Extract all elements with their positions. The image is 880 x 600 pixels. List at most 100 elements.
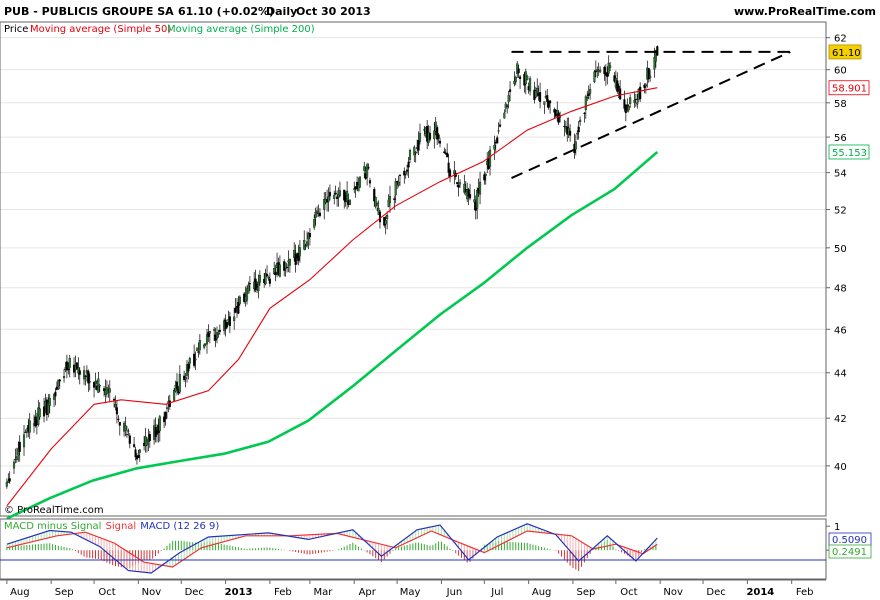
last-price-label: 61.10 — [832, 48, 861, 59]
macd-tick-label: 1 — [834, 522, 840, 533]
candle-body — [458, 182, 462, 185]
candle-body — [428, 132, 432, 140]
candle-body — [327, 196, 330, 202]
candle-body — [368, 180, 372, 184]
candle-body — [467, 189, 470, 197]
candle-body — [234, 307, 237, 313]
macd-legend-signal: Signal — [105, 521, 136, 532]
price-axis: 40 42 44 46 48 50 52 54 56 58 60 62 — [826, 34, 847, 473]
candle-body — [125, 434, 128, 436]
candle-body — [649, 75, 652, 78]
candle-body — [88, 381, 91, 383]
x-tick-label: Sep — [55, 587, 74, 598]
x-tick-label: Oct — [620, 587, 637, 598]
x-tick-label: Aug — [10, 587, 30, 598]
candle-body — [316, 210, 319, 213]
macd-legend: MACD minus Signal Signal MACD (12 26 9) — [4, 521, 219, 532]
candle-body — [577, 126, 580, 133]
candle-body — [433, 130, 436, 140]
candle-body — [434, 121, 437, 132]
candle-body — [338, 190, 341, 196]
candle-body — [394, 181, 397, 196]
candle-body — [629, 97, 632, 104]
candle-body — [103, 388, 106, 392]
candle-body — [647, 68, 650, 80]
candle-body — [346, 190, 349, 203]
candle-body — [609, 65, 612, 68]
x-tick-label: Jun — [446, 587, 463, 598]
candle-body — [619, 88, 622, 100]
candle-body — [473, 199, 476, 203]
x-tick-label: Dec — [185, 587, 204, 598]
candle-body — [208, 330, 211, 334]
candle-body — [513, 80, 516, 84]
candle-body — [656, 46, 659, 56]
candle-body — [304, 245, 307, 247]
x-tick-label: Nov — [142, 587, 162, 598]
candle-body — [268, 278, 271, 284]
price-tick-label: 42 — [834, 414, 847, 425]
price-tick-label: 44 — [834, 369, 847, 380]
candle-body — [114, 403, 117, 408]
macd-legend-hist: MACD minus Signal — [4, 521, 101, 532]
candle-body — [93, 381, 96, 388]
candle-body — [184, 377, 187, 380]
candle-body — [393, 198, 396, 200]
candle-body — [506, 105, 509, 107]
price-tick-label: 58 — [834, 99, 847, 110]
candle-body — [225, 322, 229, 328]
candle-body — [258, 275, 261, 283]
candle-body — [386, 214, 389, 220]
candle-body — [478, 181, 482, 195]
candle-body — [298, 247, 301, 257]
candle-body — [323, 199, 326, 210]
candle-body — [137, 455, 140, 459]
candle-body — [476, 190, 479, 209]
candle-body — [496, 137, 499, 144]
candle-body — [286, 266, 289, 268]
candle-body — [57, 379, 60, 387]
site-link[interactable]: www.ProRealTime.com — [734, 5, 876, 18]
candle-body — [118, 421, 121, 426]
candle-body — [134, 449, 137, 458]
candle-body — [5, 482, 8, 487]
candle-body — [284, 262, 287, 269]
candle-body — [187, 363, 190, 372]
candle-body — [626, 104, 629, 106]
candle-body — [534, 90, 537, 98]
candle-body — [603, 66, 606, 75]
candle-body — [576, 133, 579, 135]
candle-body — [217, 333, 220, 335]
ma50-line — [6, 87, 658, 507]
candle-body — [378, 211, 382, 223]
candle-body — [98, 384, 101, 387]
candle-body — [546, 95, 549, 102]
candle-body — [65, 361, 68, 371]
last-price-tag — [828, 44, 862, 60]
candle-body — [203, 344, 206, 348]
macd-panel-frame — [0, 518, 827, 580]
candle-body — [165, 407, 169, 409]
candle-body — [278, 264, 281, 277]
candle-body — [105, 387, 108, 394]
candle-body — [519, 76, 522, 79]
candle-body — [145, 440, 149, 446]
signal-value-tag — [828, 544, 872, 559]
candle-body — [248, 283, 251, 285]
candle-body — [539, 92, 542, 102]
ma50-value-label: 58.901 — [832, 84, 867, 95]
price-tick-label: 56 — [834, 133, 847, 144]
candle-body — [357, 184, 360, 192]
macd-line — [6, 523, 658, 574]
candle-body — [148, 433, 151, 442]
candle-body — [245, 288, 249, 301]
candle-body — [514, 77, 517, 82]
value-labels: 61.10 58.901 55.153 — [828, 44, 870, 160]
candle-body — [194, 358, 197, 361]
candle-body — [634, 98, 637, 101]
candle-body — [417, 139, 420, 151]
candle-body — [213, 329, 216, 331]
candle-body — [484, 174, 487, 176]
candle-body — [173, 389, 176, 401]
candle-body — [22, 434, 26, 448]
